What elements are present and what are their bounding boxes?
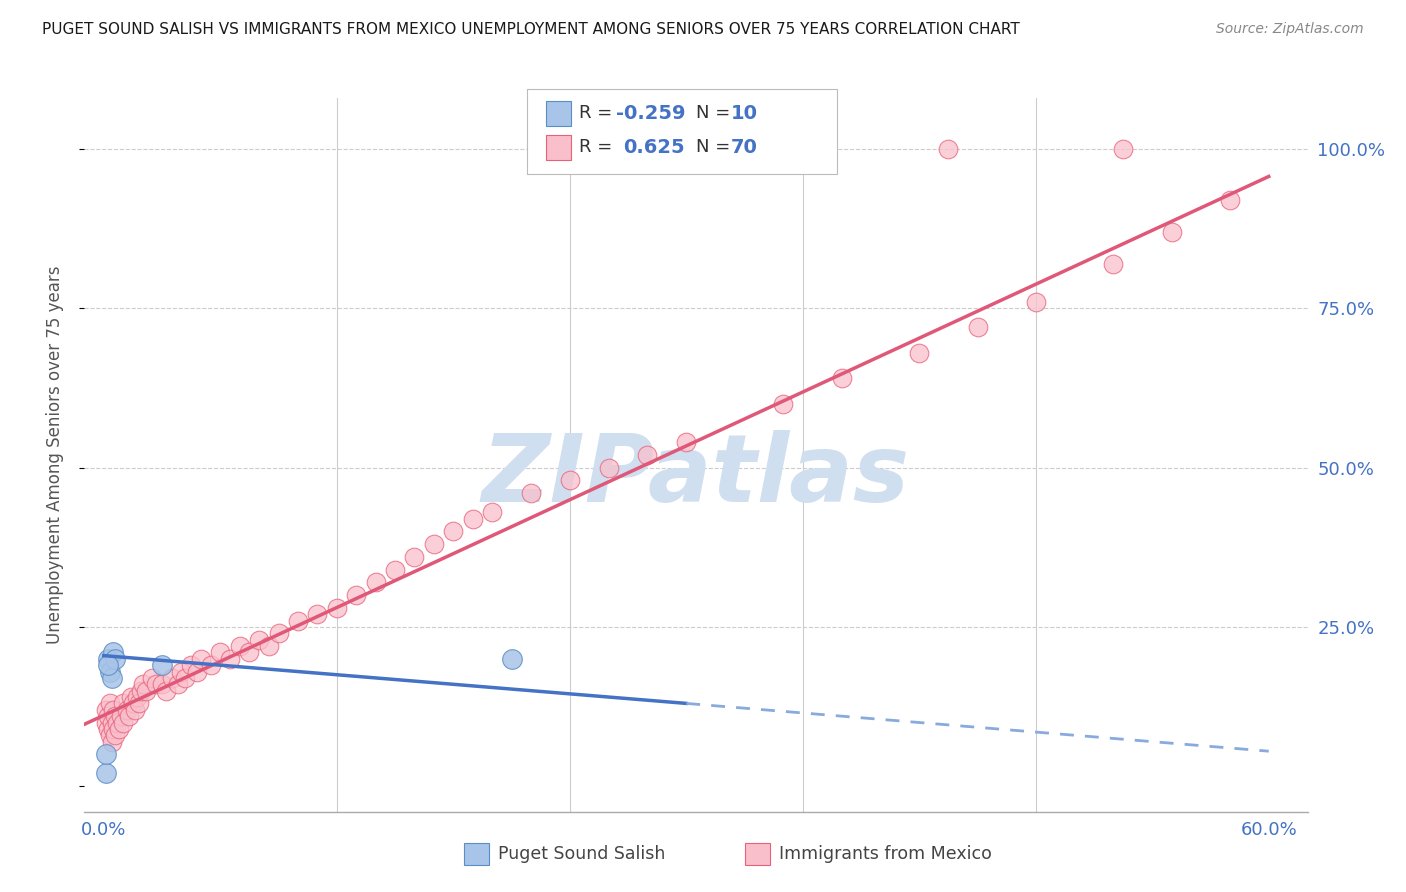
Text: N =: N = [696,104,735,122]
Point [384,563,406,577]
Point [831,371,853,385]
Point [103,645,125,659]
Point [166,677,188,691]
Point [1112,142,1135,156]
Point [267,626,290,640]
Point [141,671,163,685]
Point [257,639,280,653]
Point [190,652,212,666]
Point [938,142,960,156]
Point [112,715,135,730]
Point [307,607,329,622]
Point [97,722,120,736]
Point [209,645,232,659]
Point [481,505,503,519]
Point [170,665,193,679]
Point [326,600,349,615]
Point [461,511,484,525]
Text: 70: 70 [731,137,758,157]
Text: Immigrants from Mexico: Immigrants from Mexico [779,845,991,863]
Point [105,715,128,730]
Point [404,549,426,564]
Point [1160,225,1182,239]
Text: R =: R = [579,138,624,156]
Point [97,709,120,723]
Point [108,722,131,736]
Point [103,722,125,736]
Point [104,652,127,666]
Point [174,671,197,685]
Point [104,728,127,742]
Point [558,474,581,488]
Point [180,658,202,673]
Point [423,537,446,551]
Point [94,766,117,780]
Point [520,486,543,500]
Point [100,671,122,685]
Point [112,697,135,711]
Point [160,671,183,685]
Point [104,709,127,723]
Point [1102,257,1125,271]
Point [100,715,122,730]
Point [115,703,138,717]
Text: ZIPatlas: ZIPatlas [482,430,910,523]
Point [228,639,250,653]
Point [364,575,387,590]
Point [772,397,794,411]
Text: PUGET SOUND SALISH VS IMMIGRANTS FROM MEXICO UNEMPLOYMENT AMONG SENIORS OVER 75 : PUGET SOUND SALISH VS IMMIGRANTS FROM ME… [42,22,1019,37]
Point [97,658,120,673]
Point [98,728,121,742]
Text: 10: 10 [731,103,758,123]
Point [344,588,367,602]
Point [598,460,620,475]
Point [441,524,464,539]
Point [129,683,152,698]
Point [501,652,523,666]
Text: Puget Sound Salish: Puget Sound Salish [498,845,665,863]
Point [150,677,173,691]
Point [103,703,125,717]
Point [155,683,177,698]
Point [128,697,150,711]
Point [1219,193,1241,207]
Point [97,652,120,666]
Point [120,690,142,704]
Text: N =: N = [696,138,735,156]
Point [287,614,309,628]
Point [118,709,141,723]
Point [200,658,222,673]
Point [966,320,988,334]
Point [636,448,658,462]
Point [94,715,117,730]
Point [908,346,931,360]
Point [94,703,117,717]
Point [125,690,148,704]
Point [110,709,132,723]
Point [135,683,157,698]
Point [219,652,242,666]
Point [238,645,260,659]
Text: 0.625: 0.625 [623,137,685,157]
Y-axis label: Unemployment Among Seniors over 75 years: Unemployment Among Seniors over 75 years [45,266,63,644]
Text: Source: ZipAtlas.com: Source: ZipAtlas.com [1216,22,1364,37]
Point [186,665,208,679]
Point [98,697,121,711]
Text: -0.259: -0.259 [616,103,685,123]
Point [150,658,173,673]
Point [94,747,117,762]
Point [675,435,697,450]
Text: R =: R = [579,104,619,122]
Point [98,665,121,679]
Point [1025,295,1047,310]
Point [124,703,146,717]
Point [122,697,145,711]
Point [100,734,122,748]
Point [145,677,167,691]
Point [247,632,270,647]
Point [131,677,153,691]
